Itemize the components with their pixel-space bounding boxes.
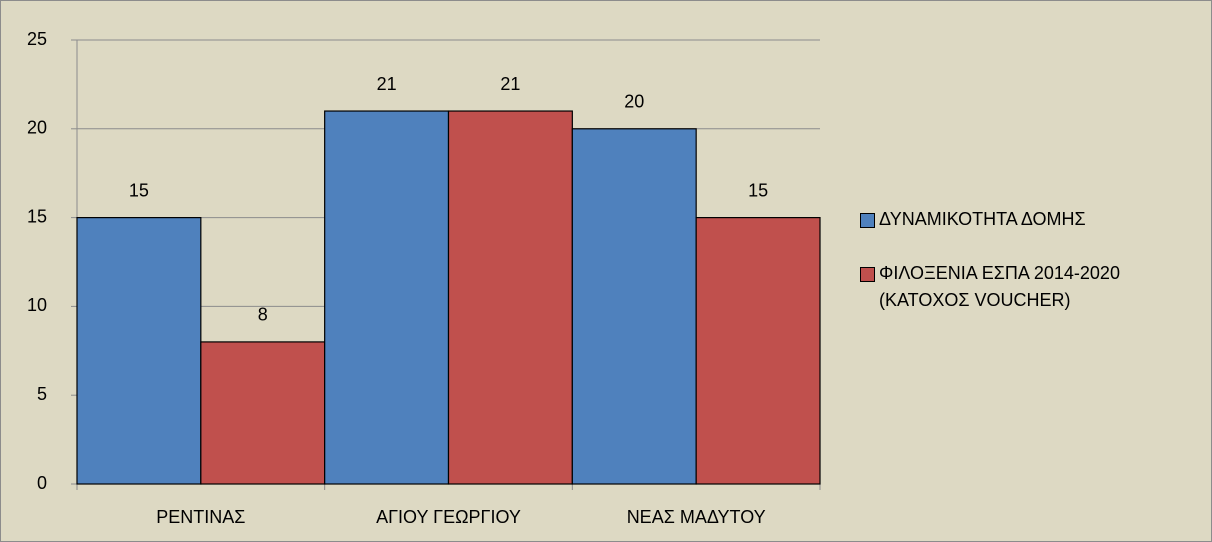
bar xyxy=(447,110,573,485)
data-label: 15 xyxy=(748,180,768,200)
x-tick-label: ΝΕΑΣ ΜΑΔΥΤΟΥ xyxy=(627,507,766,527)
y-tick-label: 0 xyxy=(37,473,47,493)
data-label: 15 xyxy=(129,180,149,200)
y-tick-label: 10 xyxy=(27,295,47,315)
legend-swatch xyxy=(860,267,875,282)
y-tick-label: 15 xyxy=(27,206,47,226)
bar xyxy=(571,128,697,485)
x-tick-label: ΡΕΝΤΙΝΑΣ xyxy=(156,507,245,527)
legend-label: ΦΙΛΟΞΕΝΙΑ ΕΣΠΑ 2014-2020 (ΚΑΤΟΧΟΣ VOUCHE… xyxy=(879,263,1120,310)
legend-entry: ΔΥΝΑΜΙΚΟΤΗΤΑ ΔΟΜΗΣ xyxy=(860,206,1190,233)
legend-entry: ΦΙΛΟΞΕΝΙΑ ΕΣΠΑ 2014-2020 (ΚΑΤΟΧΟΣ VOUCHE… xyxy=(860,260,1190,314)
y-tick-label: 5 xyxy=(37,384,47,404)
y-tick-label: 20 xyxy=(27,118,47,138)
bar xyxy=(324,110,450,485)
x-tick-label: ΑΓΙΟΥ ΓΕΩΡΓΙΟΥ xyxy=(376,507,521,527)
data-label: 20 xyxy=(624,92,644,112)
y-tick-label: 25 xyxy=(27,29,47,49)
bar xyxy=(695,217,821,485)
bar xyxy=(200,341,326,485)
legend: ΔΥΝΑΜΙΚΟΤΗΤΑ ΔΟΜΗΣ ΦΙΛΟΞΕΝΙΑ ΕΣΠΑ 2014-20… xyxy=(860,206,1190,341)
data-label: 21 xyxy=(377,74,397,94)
legend-label: ΔΥΝΑΜΙΚΟΤΗΤΑ ΔΟΜΗΣ xyxy=(879,209,1086,229)
data-label: 21 xyxy=(500,74,520,94)
bar xyxy=(76,217,202,485)
legend-swatch xyxy=(860,213,875,228)
data-label: 8 xyxy=(258,305,268,325)
